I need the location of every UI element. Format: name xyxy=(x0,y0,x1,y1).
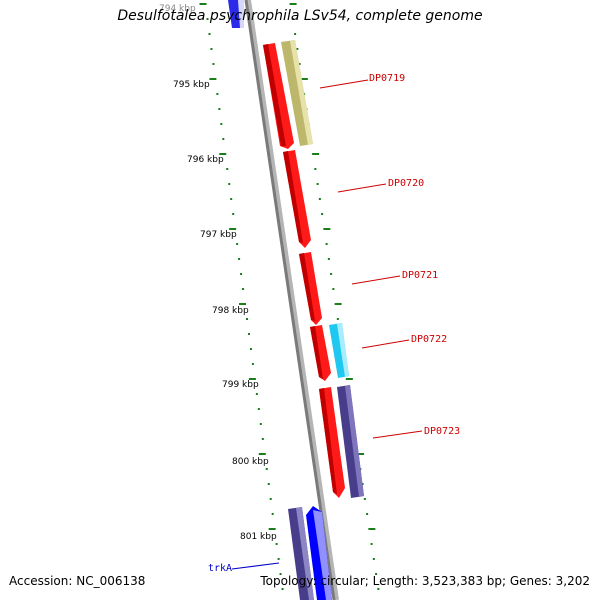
scale-label-795: 795 kbp xyxy=(173,80,210,90)
callout-line-dp0720 xyxy=(337,183,387,193)
gene-label-dp0720[interactable]: DP0720 xyxy=(388,178,424,189)
backbone-shadow xyxy=(245,0,339,600)
genome-title: Desulfotalea psychrophila LSv54, complet… xyxy=(117,8,483,24)
gene-dp0722-shade xyxy=(310,326,323,379)
gene-olive-highlight xyxy=(290,40,313,145)
scale-label-796: 796 kbp xyxy=(187,155,224,165)
gene-label-dp0721[interactable]: DP0721 xyxy=(402,270,438,281)
scale-label-797: 797 kbp xyxy=(200,230,237,240)
callout-line-dp0722 xyxy=(361,339,410,349)
gene-label-dp0723[interactable]: DP0723 xyxy=(424,426,460,437)
scale-label-800: 800 kbp xyxy=(232,457,269,467)
callout-line-dp0723 xyxy=(372,430,423,439)
gene-features xyxy=(228,0,364,600)
accession-text: Accession: NC_006138 xyxy=(9,574,146,588)
gene-trka-highlight xyxy=(296,507,314,600)
scale-labels: 794 kbp 795 kbp 796 kbp 797 kbp 798 kbp … xyxy=(159,4,277,542)
gene-dp0723-shade xyxy=(319,388,337,494)
gene-label-dp0719[interactable]: DP0719 xyxy=(369,73,405,84)
callout-line-dp0721 xyxy=(351,275,401,285)
scale-label-794: 794 kbp xyxy=(159,4,196,14)
callout-line-dp0719 xyxy=(319,79,369,89)
gene-dp0721-shade xyxy=(299,253,315,321)
topology-text: Topology: circular; Length: 3,523,383 bp… xyxy=(260,574,590,588)
gene-navy-1-highlight xyxy=(345,385,364,497)
gene-label-trka[interactable]: trkA xyxy=(208,563,232,574)
gene-dp0719-shade xyxy=(263,44,286,146)
gene-blue-bottom-highlight xyxy=(313,510,332,600)
scale-label-801: 801 kbp xyxy=(240,532,277,542)
gene-label-dp0722[interactable]: DP0722 xyxy=(411,334,447,345)
gene-dp0720-shade xyxy=(283,151,303,243)
gene-top-blue-highlight xyxy=(238,0,244,28)
tick-marks xyxy=(199,3,380,590)
callout-line-trka xyxy=(231,562,280,570)
gene-callouts: DP0719 DP0720 DP0721 DP0722 DP0723 trkA xyxy=(208,73,460,574)
scale-label-798: 798 kbp xyxy=(212,306,249,316)
backbone-line xyxy=(244,0,336,600)
gene-cyan-highlight xyxy=(337,323,349,377)
scale-label-799: 799 kbp xyxy=(222,380,259,390)
